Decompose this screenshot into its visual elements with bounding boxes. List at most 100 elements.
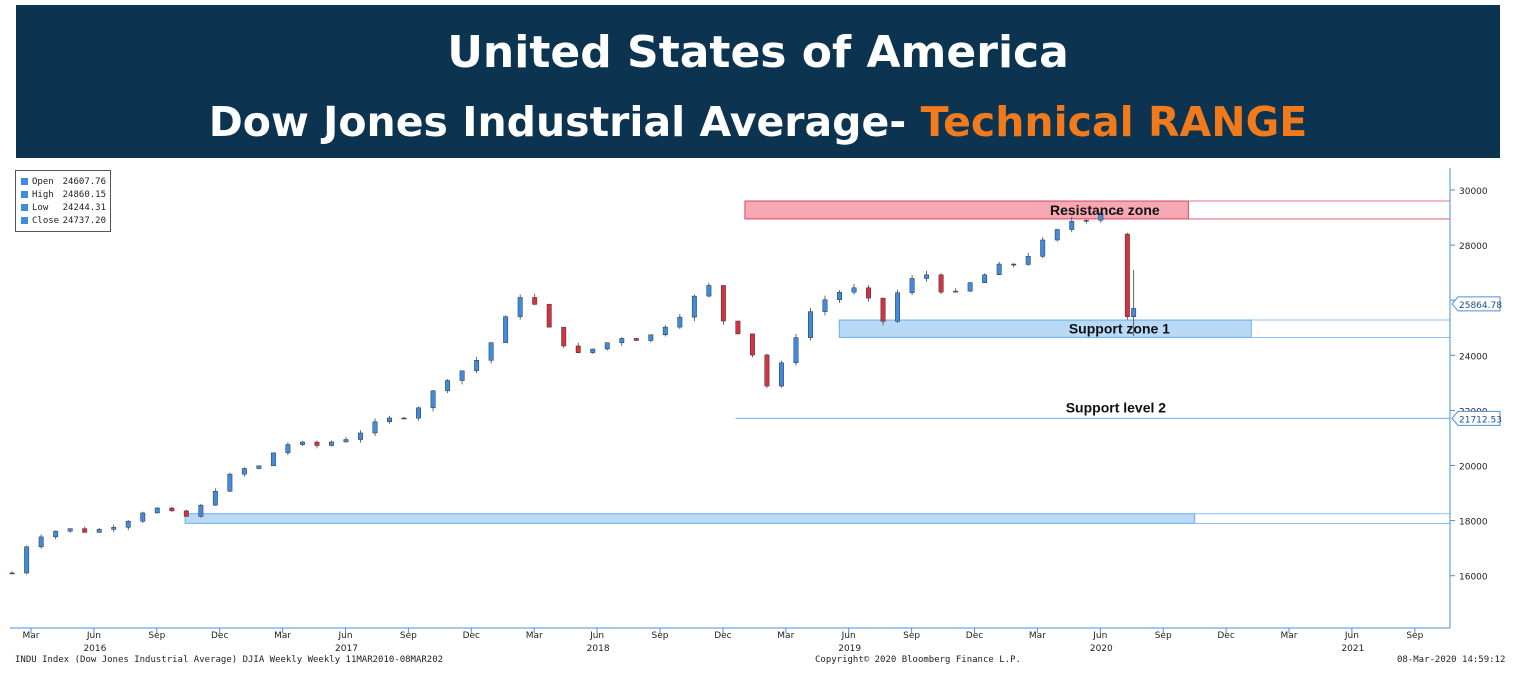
candle-body [169,507,175,512]
candle-body [1069,221,1075,230]
candle-body [837,291,842,301]
candle-body [677,316,683,328]
price-tag-label: 21712.53 [1459,415,1502,425]
x-tick-label: Jun [589,631,604,641]
candle-body [532,297,538,305]
x-tick-label: Mar [274,631,291,641]
footer-source: INDU Index (Dow Jones Industrial Average… [15,655,444,665]
price-tag [1451,410,1501,426]
candle-body [749,333,755,356]
legend-swatch [21,217,28,224]
candle-body [401,417,407,420]
legend-value: 24860.15 [62,189,106,200]
candle-body [720,285,726,322]
candle-body [140,512,146,522]
candlestick-chart: Resistance zone Support zone 1 Support lev… [9,168,1502,654]
zone-label: Resistance zone [1050,202,1160,218]
candle-body [851,287,857,293]
candle-body [866,287,871,299]
y-tick-label: 24000 [1459,352,1488,362]
candle-body [909,278,915,293]
candle-body [459,370,465,381]
x-tick-label: Jun [1092,631,1107,641]
x-year-label: 2018 [587,644,610,654]
candle-body [343,439,349,443]
legend-label: Open [32,176,54,187]
zones-layer [184,200,1450,524]
page-subtitle: Dow Jones Industrial Average- Technical … [16,98,1500,146]
candle-body [183,510,189,517]
support-zone [184,513,1196,524]
candle-body [546,304,552,328]
candle-body [1025,256,1031,265]
x-year-label: 2021 [1341,644,1364,654]
subtitle-highlight: Technical RANGE [920,98,1308,146]
x-tick-label: Sep [400,631,417,641]
x-year-label: 2017 [335,644,358,654]
candle-body [241,468,247,475]
candle-body [256,465,262,469]
candle-body [270,452,276,467]
candle-body [38,536,44,548]
x-axis: Mar Jun Sep Dec Mar Jun Sep Dec Mar Jun Sep Dec Mar J… [10,627,1450,654]
y-tick-label: 20000 [1459,463,1488,473]
price-tag [1451,296,1501,312]
candle-body [996,263,1002,275]
x-tick-label: Sep [148,631,165,641]
price-tag-label: 25864.78 [1459,301,1502,311]
candle-body [561,326,567,347]
x-tick-label: Sep [652,631,669,641]
x-tick-label: Mar [1029,631,1046,641]
page-title: United States of America [447,27,1069,78]
candle-body [67,528,73,532]
candle-body [938,274,944,293]
resistance-zone [744,200,1189,220]
x-year-label: 2020 [1090,644,1113,654]
candle-body [662,326,668,336]
title-banner: United States of America Dow Jones Indus… [16,5,1500,158]
legend-value: 24244.31 [62,202,106,213]
candle-body [982,274,988,283]
y-tick-label: 18000 [1459,518,1488,528]
candles-layer [9,211,1137,575]
support-zone [838,319,1252,338]
candle-body [967,282,973,292]
legend-label: High [32,189,54,200]
candle-body [503,316,509,343]
x-tick-label: Mar [23,631,40,641]
candle-body [619,338,625,343]
x-tick-label: Jun [337,631,352,641]
candle-body [778,362,784,387]
candle-body [1011,263,1017,266]
candle-body [358,432,363,440]
candle-body [82,528,88,533]
candle-body [808,311,813,338]
x-tick-label: Mar [1281,631,1298,641]
zone-labels-layer: Resistance zone Support zone 1 Support lev… [1050,202,1170,415]
candle-body [285,444,291,454]
candle-body [1054,229,1060,241]
candle-body [474,360,480,372]
candle-body [706,285,712,297]
legend-row: Open 24607.76 [16,175,110,188]
candle-body [1124,233,1130,317]
candle-body [111,527,117,530]
x-tick-label: Dec [463,631,480,641]
candle-body [648,334,654,341]
candle-body [9,572,15,575]
candle-body [691,295,697,318]
legend-row: Low 24244.31 [16,201,110,214]
legend-value: 24607.76 [62,176,106,187]
x-tick-label: Sep [1155,631,1172,641]
x-tick-label: Dec [1217,631,1234,641]
y-tick-label: 30000 [1459,187,1488,197]
subtitle-main: Dow Jones Industrial Average- [208,98,921,146]
y-tick-label: 28000 [1459,242,1488,252]
x-tick-label: Sep [1406,631,1423,641]
x-tick-label: Jun [86,631,101,641]
candle-body [227,473,233,492]
candle-body [517,297,523,317]
candle-body [96,529,102,533]
candle-body [822,299,828,312]
candle-body [1131,308,1137,317]
